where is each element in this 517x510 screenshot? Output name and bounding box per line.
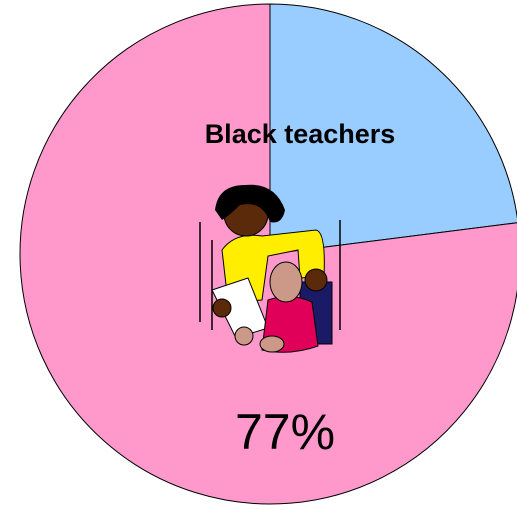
child-hand	[259, 335, 285, 353]
child-hand	[234, 326, 254, 346]
chart-title: Black teachers	[205, 119, 396, 149]
value-label: 77%	[235, 404, 335, 460]
teacher-illustration	[199, 184, 341, 353]
pie-slice	[269, 3, 517, 255]
labels: 77%	[235, 404, 335, 460]
hand	[304, 268, 328, 292]
child-head	[269, 261, 303, 303]
hair	[215, 184, 285, 223]
hand	[212, 298, 232, 318]
